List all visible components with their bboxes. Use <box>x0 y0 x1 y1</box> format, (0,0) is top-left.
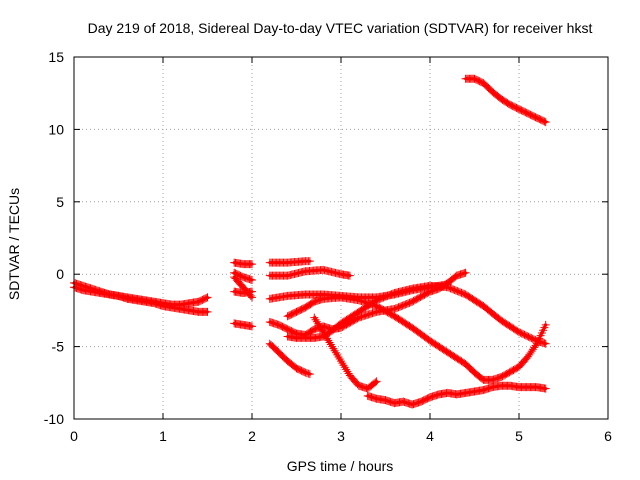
data-arc <box>70 278 212 316</box>
data-point <box>325 338 334 347</box>
data-point <box>248 293 256 302</box>
data-point <box>342 365 351 374</box>
data-point <box>372 377 381 386</box>
x-tick-label: 1 <box>159 428 167 444</box>
y-tick-label: 5 <box>56 194 64 210</box>
data-point <box>531 341 540 350</box>
data-point <box>316 323 325 332</box>
data-point <box>331 348 340 357</box>
data-arc <box>283 293 550 384</box>
data-point <box>329 344 338 353</box>
y-tick-label: -10 <box>44 411 64 427</box>
data-point <box>305 257 314 266</box>
data-point <box>320 330 329 339</box>
y-axis-label: SDTVAR / TECUs <box>6 188 22 300</box>
data-point <box>248 275 256 284</box>
y-tick-label: 15 <box>48 49 64 65</box>
data-arc <box>265 257 314 267</box>
data-arc <box>265 265 354 280</box>
data-point <box>305 370 314 379</box>
data-point <box>333 350 342 359</box>
x-axis-label: GPS time / hours <box>287 458 394 474</box>
data-point <box>314 319 323 328</box>
data-point <box>311 315 320 324</box>
y-tick-label: -5 <box>52 339 65 355</box>
data-point <box>328 342 337 351</box>
data-arc <box>265 339 314 379</box>
data-point <box>541 339 550 348</box>
data-point <box>315 321 324 330</box>
data-point <box>248 260 256 269</box>
data-point <box>335 355 344 364</box>
data-arc <box>230 319 256 331</box>
data-arc <box>230 273 256 302</box>
data-point <box>324 336 333 345</box>
data-point <box>203 293 212 302</box>
x-tick-label: 4 <box>426 428 434 444</box>
data-point <box>337 357 345 366</box>
data-point <box>339 361 348 370</box>
data-series <box>70 74 550 409</box>
data-point <box>371 378 380 387</box>
data-point <box>540 117 549 126</box>
data-point <box>541 384 550 393</box>
grid-lines <box>74 57 608 419</box>
data-point <box>310 313 319 322</box>
chart-title: Day 219 of 2018, Sidereal Day-to-day VTE… <box>88 20 593 36</box>
data-point <box>202 293 211 302</box>
data-point <box>321 332 330 341</box>
axis-ticks: 0 1 2 3 4 5 6 -10 -5 0 5 10 15 <box>44 49 612 444</box>
data-point <box>338 359 347 368</box>
x-tick-label: 6 <box>604 428 612 444</box>
data-arc <box>283 281 550 348</box>
x-tick-label: 0 <box>70 428 78 444</box>
y-tick-label: 0 <box>56 266 64 282</box>
data-point <box>461 268 470 277</box>
data-arc <box>461 74 550 127</box>
data-arc <box>230 258 256 269</box>
data-point <box>326 340 335 349</box>
data-point <box>345 271 354 280</box>
data-point <box>246 291 255 300</box>
data-point <box>343 367 352 376</box>
data-arc <box>363 381 550 409</box>
data-point <box>203 307 212 316</box>
data-arc <box>230 268 256 284</box>
data-point <box>248 322 256 331</box>
x-tick-label: 5 <box>515 428 523 444</box>
data-point <box>319 328 328 337</box>
data-arc <box>310 313 381 393</box>
data-point <box>541 320 550 329</box>
y-tick-label: 10 <box>48 121 64 137</box>
data-point <box>330 346 339 355</box>
data-point <box>541 118 550 127</box>
x-tick-label: 2 <box>248 428 256 444</box>
data-point <box>317 326 326 335</box>
data-point <box>312 317 321 326</box>
data-point <box>340 363 349 372</box>
data-point <box>334 352 343 361</box>
data-point <box>323 334 332 343</box>
x-tick-label: 3 <box>337 428 345 444</box>
